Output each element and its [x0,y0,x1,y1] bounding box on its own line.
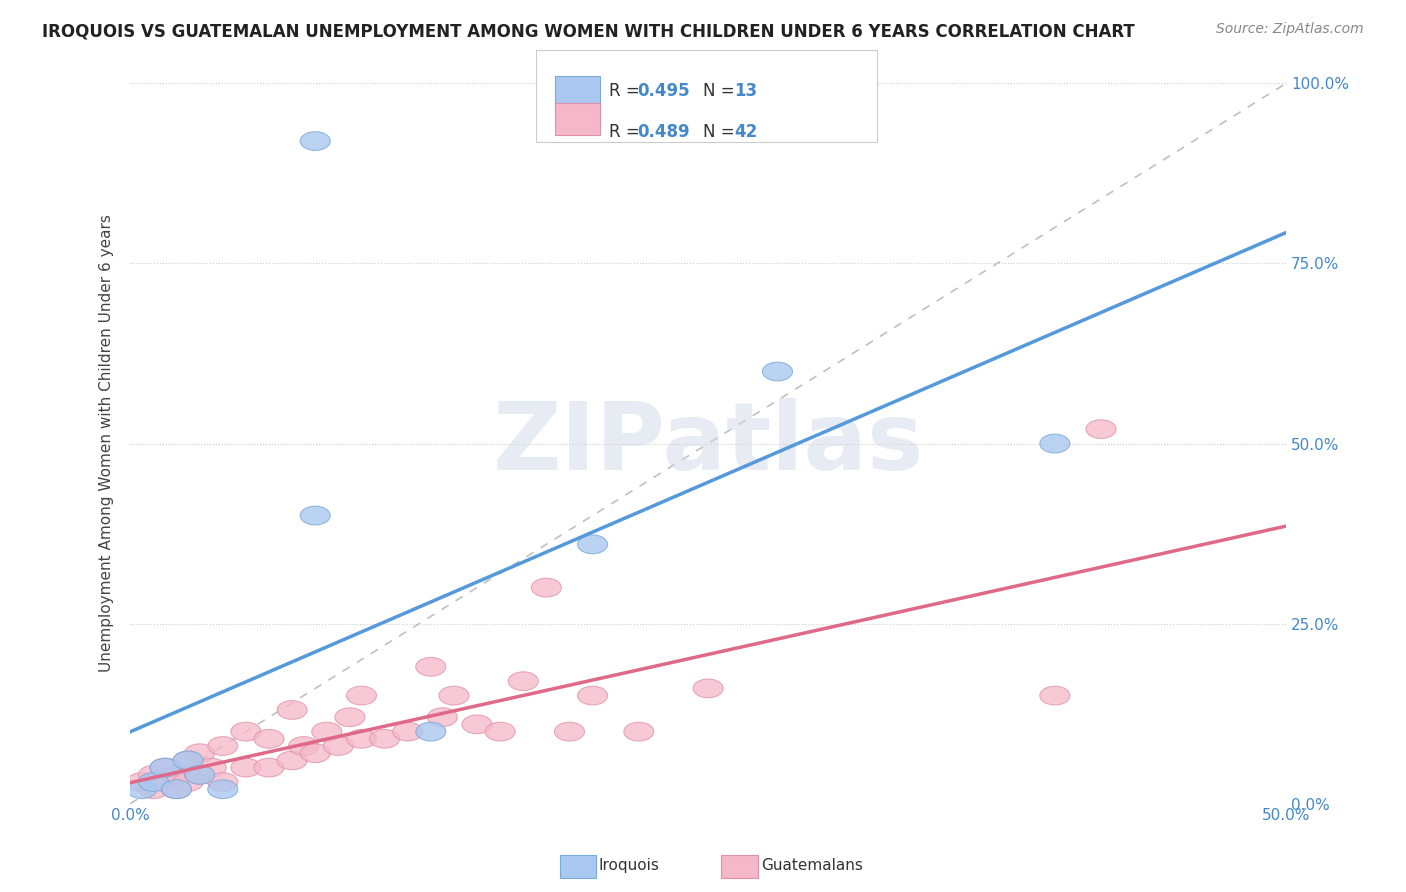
Ellipse shape [208,772,238,791]
Ellipse shape [208,780,238,798]
Ellipse shape [624,723,654,741]
Ellipse shape [485,723,515,741]
Ellipse shape [312,723,342,741]
Ellipse shape [173,751,202,770]
Y-axis label: Unemployment Among Women with Children Under 6 years: Unemployment Among Women with Children U… [100,215,114,673]
Ellipse shape [150,758,180,777]
Ellipse shape [254,730,284,748]
Text: 42: 42 [734,123,758,141]
Ellipse shape [162,780,191,798]
Ellipse shape [578,535,607,554]
Ellipse shape [416,657,446,676]
Ellipse shape [173,751,202,770]
Ellipse shape [231,723,262,741]
Ellipse shape [288,737,319,756]
Ellipse shape [301,132,330,151]
Ellipse shape [173,772,202,791]
Ellipse shape [277,700,307,719]
Ellipse shape [127,780,157,798]
Ellipse shape [346,730,377,748]
Ellipse shape [127,772,157,791]
Ellipse shape [208,737,238,756]
Ellipse shape [693,679,723,698]
Ellipse shape [150,772,180,791]
Text: R =: R = [609,82,645,100]
Ellipse shape [138,780,169,798]
Ellipse shape [138,765,169,784]
Text: Iroquois: Iroquois [599,858,659,872]
Ellipse shape [554,723,585,741]
Ellipse shape [231,758,262,777]
Ellipse shape [1085,420,1116,439]
Ellipse shape [323,737,353,756]
Ellipse shape [254,758,284,777]
Ellipse shape [392,723,423,741]
Ellipse shape [301,506,330,524]
Text: 0.495: 0.495 [637,82,689,100]
Ellipse shape [184,744,215,763]
Text: 13: 13 [734,82,756,100]
Text: N =: N = [703,123,740,141]
Text: Source: ZipAtlas.com: Source: ZipAtlas.com [1216,22,1364,37]
Ellipse shape [197,758,226,777]
Ellipse shape [301,744,330,763]
Ellipse shape [184,765,215,784]
Text: R =: R = [609,123,645,141]
Ellipse shape [416,723,446,741]
Ellipse shape [162,765,191,784]
Ellipse shape [162,780,191,798]
Ellipse shape [508,672,538,690]
Text: ZIPatlas: ZIPatlas [492,398,924,490]
Ellipse shape [1040,434,1070,453]
Ellipse shape [184,765,215,784]
Ellipse shape [463,715,492,734]
Text: 0.489: 0.489 [637,123,689,141]
Ellipse shape [335,708,366,727]
Ellipse shape [277,751,307,770]
Text: Guatemalans: Guatemalans [761,858,862,872]
Ellipse shape [1040,686,1070,705]
Ellipse shape [531,578,561,597]
Ellipse shape [427,708,457,727]
Ellipse shape [762,362,793,381]
Ellipse shape [138,772,169,791]
Ellipse shape [439,686,470,705]
Ellipse shape [346,686,377,705]
Text: N =: N = [703,82,740,100]
Ellipse shape [370,730,399,748]
Ellipse shape [578,686,607,705]
Ellipse shape [150,758,180,777]
Text: IROQUOIS VS GUATEMALAN UNEMPLOYMENT AMONG WOMEN WITH CHILDREN UNDER 6 YEARS CORR: IROQUOIS VS GUATEMALAN UNEMPLOYMENT AMON… [42,22,1135,40]
